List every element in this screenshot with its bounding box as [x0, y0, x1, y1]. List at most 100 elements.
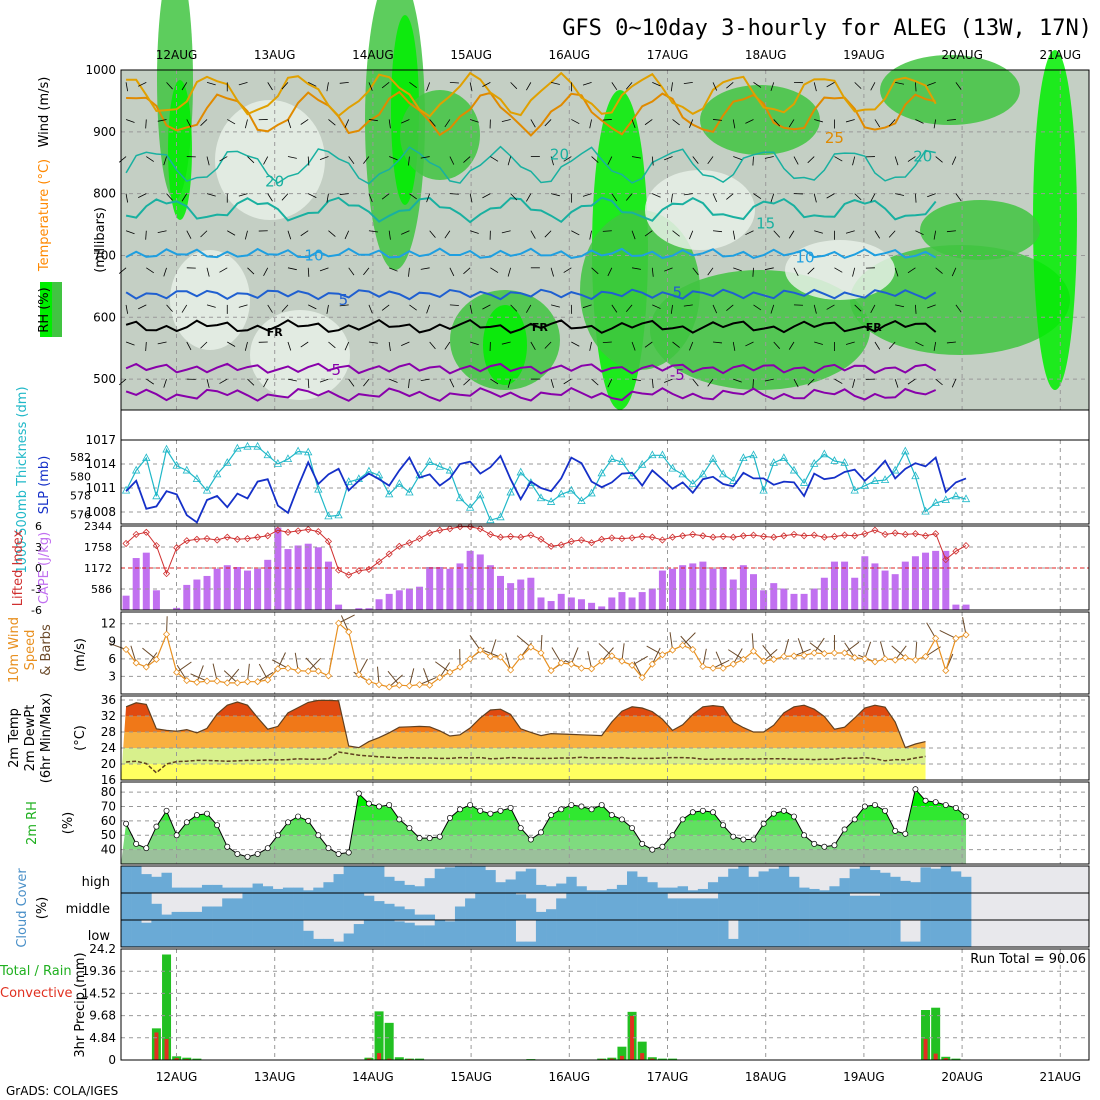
rh-point [882, 807, 889, 814]
rh-point [497, 807, 504, 814]
cape-bar [476, 554, 484, 610]
precip-convective-bar [387, 1058, 392, 1060]
cloud-bar [394, 880, 405, 893]
precip-total-bar [182, 1057, 192, 1060]
cloud-bar [232, 920, 243, 947]
cape-bar [497, 575, 504, 610]
wind-barb [670, 82, 673, 92]
wind-barb [625, 82, 633, 90]
temperature-band [121, 748, 926, 764]
rh-point [264, 845, 271, 852]
wind-barb [571, 230, 580, 236]
wind-speed-point [284, 664, 292, 672]
precip-convective-legend: Convective [0, 986, 73, 1001]
wind-barb [166, 82, 173, 90]
cloud-bar [890, 893, 901, 920]
wind-barb [125, 304, 129, 314]
rh-tick: 40 [101, 843, 116, 857]
thickness-point [132, 465, 141, 474]
wind-barb [368, 193, 373, 203]
wind-barb [651, 267, 654, 277]
wind-barb [227, 341, 236, 347]
wind-speed-point [598, 657, 606, 665]
precip-total-bar [415, 1058, 425, 1060]
rh-point [629, 825, 636, 831]
wind-speed-point [577, 664, 586, 672]
cloud-bar [606, 888, 618, 893]
cloud-bar [596, 893, 608, 920]
cloud-bar [950, 893, 962, 920]
rh-point [123, 820, 130, 827]
lifted-index-point [517, 533, 525, 541]
wind-speed-point [385, 683, 393, 691]
wind-speed-point [537, 649, 545, 657]
wind-speed-point [365, 678, 373, 686]
cape-bar [375, 599, 383, 610]
thickness-point [435, 461, 444, 470]
cloud-bar [768, 920, 780, 947]
rh-point [760, 820, 767, 827]
cape-bar [284, 549, 292, 610]
wind-barb [176, 661, 192, 673]
cloud-bar [718, 893, 729, 920]
cloud-bar [454, 920, 466, 947]
cloud-bar [171, 920, 183, 947]
rh-tick: 50 [101, 828, 116, 842]
wind-speed-point [557, 659, 565, 667]
wind-barb [894, 645, 907, 661]
cloud-bar [293, 887, 304, 893]
wind-barb [219, 156, 228, 162]
wind-barb [925, 646, 941, 657]
rh-area [168, 80, 192, 220]
wind-barb [408, 267, 410, 277]
wind-barb [732, 230, 736, 240]
cloud-bar [849, 895, 861, 920]
wind-barb [955, 82, 962, 90]
wind-barb [267, 193, 273, 202]
thickness-point [729, 476, 738, 484]
rh-point [173, 832, 180, 839]
temperature-tick: 36 [101, 693, 116, 707]
wind-barb [389, 267, 398, 272]
wind-barb [469, 304, 473, 314]
cloud-ylabel: Cloud Cover [15, 868, 30, 948]
rh-tick: 80 [101, 785, 116, 799]
rh-point [578, 803, 585, 810]
wind-barb [308, 193, 317, 198]
contour-label: 20 [550, 146, 569, 164]
wind-barb [501, 230, 511, 234]
cloud-bar [657, 887, 668, 893]
wind-barb [482, 82, 491, 87]
rh-point [750, 836, 757, 843]
thickness-point [172, 460, 181, 469]
rh-point [932, 799, 939, 806]
cape-bar [274, 527, 282, 610]
wind-barb [247, 156, 255, 164]
rh-point [295, 813, 302, 820]
wind-barb [935, 156, 943, 163]
cloud-bar [131, 866, 142, 893]
cape-bar [861, 556, 869, 610]
thickness-point [638, 459, 647, 468]
wind-barb [753, 304, 762, 311]
cloud-bar [900, 941, 911, 947]
cape-bar [193, 579, 201, 610]
temperature-unit-label: (°C) [73, 725, 88, 751]
wind-speed-point [223, 679, 231, 687]
thickness-line [125, 446, 967, 521]
cape-bar [901, 561, 909, 610]
cloud-bar [728, 938, 739, 947]
cloud-bar [718, 920, 729, 947]
wind-speed-point [203, 677, 211, 685]
date-label-bottom: 18AUG [745, 1070, 787, 1084]
date-label-top: 15AUG [450, 48, 492, 62]
wind-barb [166, 193, 173, 201]
thickness-tick: 580 [70, 470, 91, 483]
wind-barb [449, 81, 459, 84]
rh-point [325, 845, 332, 852]
wind-barb [793, 378, 799, 388]
cape-bar [517, 579, 525, 610]
wind-barb [328, 230, 336, 237]
wind-barb [507, 156, 512, 166]
wind-barb [582, 81, 592, 86]
